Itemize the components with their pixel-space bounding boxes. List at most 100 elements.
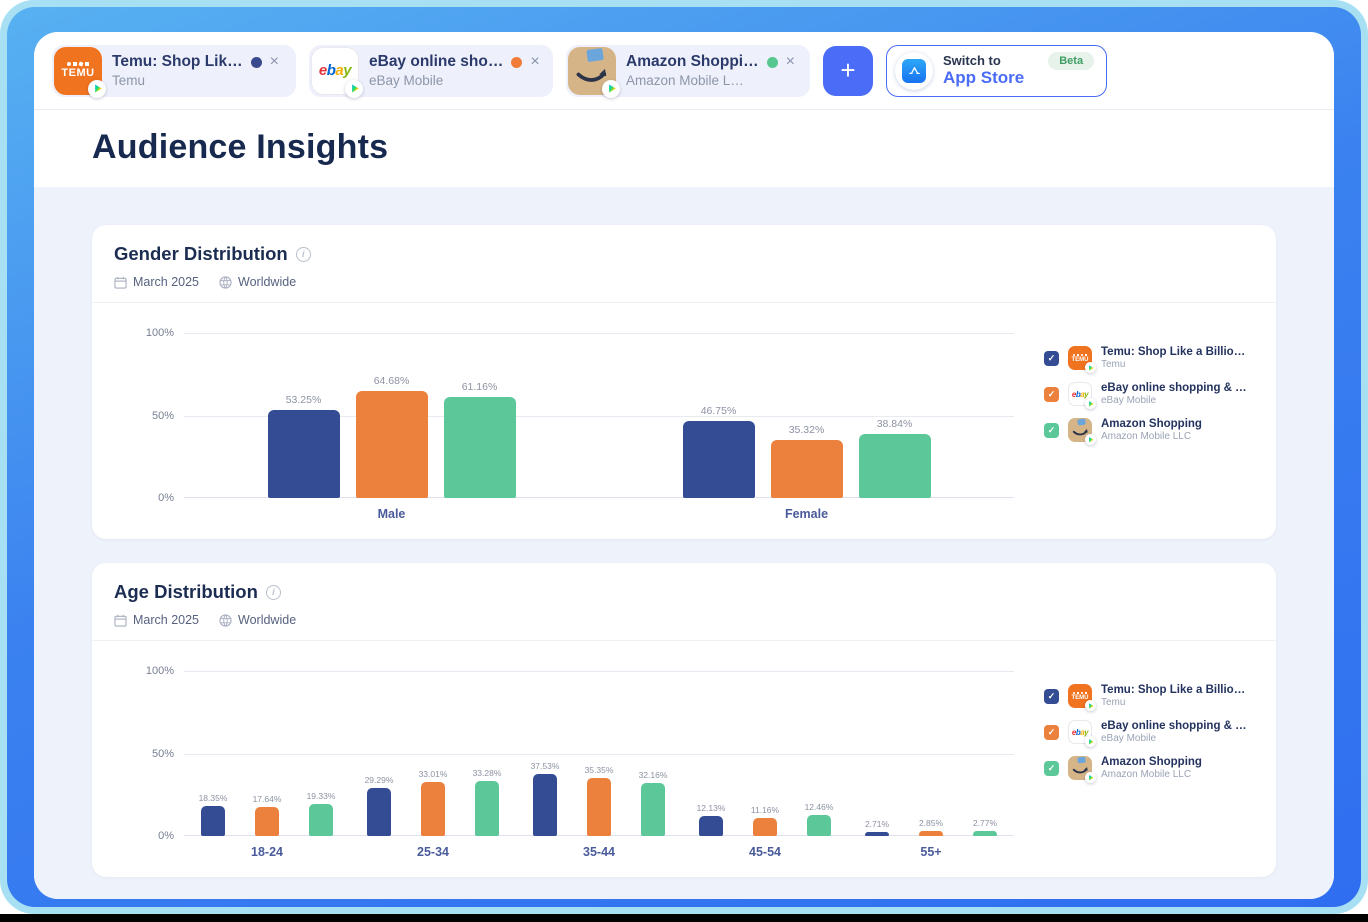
globe-icon [219,275,232,289]
bar-value-label: 35.35% [584,764,614,775]
info-icon[interactable]: i [265,584,281,600]
series-checkbox[interactable]: ✓ [1044,422,1059,438]
legend-publisher: Temu [1101,359,1126,371]
category-label: 55+ [920,845,942,859]
bar-value-label: 46.75% [700,404,737,417]
date-filter: March 2025 [114,613,199,627]
bar-group-Male: 53.25% 64.68% 61.16% [267,375,516,498]
bar: 2.85% [919,818,943,836]
bar: 35.35% [585,765,613,836]
legend-publisher: eBay Mobile [1101,395,1157,407]
ebay-app-icon: ebay [1068,382,1096,410]
legend-publisher: Amazon Mobile LLC [1101,431,1192,443]
temu-app-icon: TEMU [54,46,106,98]
temu-app-icon: TEMU [1068,346,1096,374]
y-tick-100: 100% [145,327,174,339]
bar-value-label: 2.77% [972,818,998,829]
series-checkbox[interactable]: ✓ [1044,724,1059,740]
bar: 19.33% [307,791,335,836]
bar: 61.16% [443,381,516,498]
google-play-badge [1085,700,1096,712]
bar-value-label: 2.71% [864,818,890,829]
bar: 2.77% [973,818,997,836]
beta-badge: Beta [1048,51,1095,70]
screen-edge [0,914,1368,922]
bar-value-label: 29.29% [364,774,394,785]
play-triangle-icon [1089,365,1094,371]
app-tab-ebay[interactable]: ebay eBay online sho… × eBay Mobile [309,44,553,98]
bar: 53.25% [267,394,340,498]
bar: 35.32% [770,424,843,498]
close-icon[interactable]: × [530,53,540,70]
legend-app-name: Temu: Shop Like a Billio… [1101,346,1246,358]
region-filter: Worldwide [219,613,296,627]
bar-value-label: 32.16% [638,769,668,780]
google-play-badge [1085,736,1096,748]
bar: 38.84% [858,418,931,498]
bar-value-label: 11.16% [750,804,780,815]
bar-value-label: 2.85% [918,818,944,829]
series-color-dot [511,56,523,68]
play-triangle-icon [1089,775,1094,781]
bar-value-label: 12.13% [696,803,726,813]
app-tabs: TEMU Temu: Shop Lik… × Temu ebay eBay online … [52,44,810,98]
bar: 37.53% [531,761,559,836]
bar-group-25-34: 29.29% 33.01% 33.28% [365,768,501,836]
legend-item-temu[interactable]: ✓ TEMU Temu: Shop Like a Billio… Temu [1044,345,1250,374]
play-triangle-icon [1089,739,1094,745]
bar: 12.13% [697,803,725,836]
legend-item-ebay[interactable]: ✓ ebay eBay online shopping & … eBay Mobile [1044,381,1250,410]
bar-value-label: 37.53% [530,761,560,772]
play-triangle-icon [1089,437,1094,443]
app-window: TEMU Temu: Shop Lik… × Temu ebay eBay online … [34,32,1334,899]
legend-app-name: Amazon Shopping [1101,755,1202,768]
legend-item-amazon[interactable]: ✓ Amazon Shopping Amazon Mobile LLC [1044,417,1250,446]
app-tab-temu[interactable]: TEMU Temu: Shop Lik… × Temu [52,44,296,98]
bar-groups: 18.35% 17.64% 19.33% 29.29% 33.01% 33.28% 37.5… [184,671,1014,836]
date-filter: March 2025 [114,275,199,289]
add-app-button[interactable]: + [823,45,873,96]
card-title: Age Distribution [114,581,258,602]
tab-title: eBay online sho… [369,53,504,70]
series-checkbox[interactable]: ✓ [1044,350,1059,366]
close-icon[interactable]: × [269,53,279,70]
category-label: 45-54 [749,845,781,859]
bar: 32.16% [639,770,667,836]
date-label: March 2025 [133,275,200,289]
age-chart: 100% 50% 0% 18.35% 17.64% 19.33% 29.29% 33.0… [92,641,1276,877]
app-tab-amazon[interactable]: Amazon Shoppi… × Amazon Mobile L… [566,44,810,98]
category-label: Female [784,507,829,521]
legend-item-ebay[interactable]: ✓ ebay eBay online shopping & … eBay Mobile [1044,719,1250,748]
google-play-badge [602,79,620,98]
bar-value-label: 33.28% [472,768,502,779]
amazon-app-icon [568,46,620,98]
y-tick-50: 50% [151,409,174,422]
y-tick-0: 0% [158,830,174,842]
legend-publisher: Temu [1101,697,1126,709]
page-header: Audience Insights [34,110,1334,187]
bar-group-55+: 2.71% 2.85% 2.77% [865,818,997,836]
series-checkbox[interactable]: ✓ [1044,386,1059,402]
legend-item-temu[interactable]: ✓ TEMU Temu: Shop Like a Billio… Temu [1044,683,1250,712]
google-play-badge [88,79,106,98]
page-title: Audience Insights [92,128,389,166]
google-play-badge [1085,772,1096,784]
close-icon[interactable]: × [785,53,795,70]
card-title: Gender Distribution [114,243,288,264]
series-checkbox[interactable]: ✓ [1044,688,1059,704]
bar-value-label: 17.64% [252,793,282,804]
amazon-app-icon [1068,418,1096,446]
series-color-dot [766,56,778,68]
ebay-app-icon: ebay [1068,720,1096,748]
plot-area: 100% 50% 0% 18.35% 17.64% 19.33% 29.29% 33.0… [146,665,1014,842]
legend-app-name: Temu: Shop Like a Billio… [1101,684,1246,696]
switch-to-app-store-button[interactable]: Switch to App Store Beta [886,44,1108,97]
info-icon[interactable]: i [295,246,311,262]
app-store-label: App Store [943,68,1025,88]
legend-item-amazon[interactable]: ✓ Amazon Shopping Amazon Mobile LLC [1044,755,1250,784]
series-checkbox[interactable]: ✓ [1044,760,1059,776]
google-play-badge [1085,362,1096,374]
bar-group-45-54: 12.13% 11.16% 12.46% [697,802,833,836]
bar-value-label: 12.46% [804,802,834,813]
bar-value-label: 33.01% [418,768,448,779]
